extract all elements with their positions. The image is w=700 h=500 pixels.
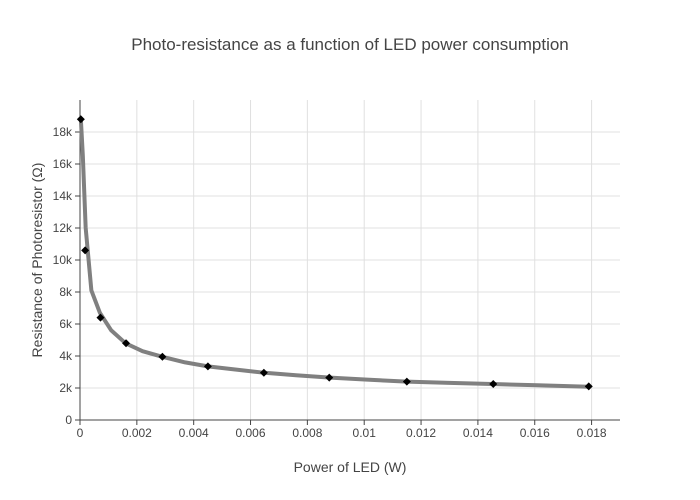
y-tick-label: 4k (59, 349, 73, 363)
x-tick-label: 0.012 (406, 426, 436, 440)
series-layer (76, 115, 593, 391)
data-point-marker (325, 373, 334, 382)
data-point-marker (203, 362, 212, 371)
data-point-marker (76, 115, 85, 124)
x-tick-label: 0.01 (353, 426, 377, 440)
x-tick-label: 0.014 (463, 426, 493, 440)
y-tick-label: 12k (53, 221, 73, 235)
data-point-marker (402, 377, 411, 386)
data-point-marker (122, 339, 131, 348)
x-tick-label: 0.004 (179, 426, 209, 440)
y-tick-label: 10k (53, 253, 73, 267)
x-tick-label: 0.002 (122, 426, 152, 440)
data-point-marker (96, 313, 105, 322)
x-tick-label: 0.018 (577, 426, 607, 440)
y-axis-title: Resistance of Photoresistor (Ω) (29, 163, 45, 358)
data-point-marker (489, 380, 498, 388)
data-point-marker (584, 382, 593, 391)
y-tick-label: 0 (65, 413, 72, 427)
chart-title: Photo-resistance as a function of LED po… (131, 35, 569, 54)
axes-layer (75, 100, 620, 425)
labels-layer: 0 0.002 0.004 0.006 0.008 0.01 0.012 0.014 0.016… (53, 125, 607, 440)
y-tick-label: 8k (59, 285, 73, 299)
data-point-marker (81, 246, 90, 255)
data-point-marker (158, 352, 167, 361)
y-tick-label: 6k (59, 317, 73, 331)
fit-curve-line (78, 117, 591, 389)
x-axis-title: Power of LED (W) (294, 459, 407, 475)
data-point-marker (259, 368, 268, 377)
y-tick-label: 2k (59, 381, 73, 395)
y-tick-label: 18k (53, 125, 73, 139)
x-tick-label: 0.016 (520, 426, 550, 440)
x-tick-label: 0.006 (236, 426, 266, 440)
y-tick-label: 14k (53, 189, 73, 203)
x-tick-label: 0.008 (292, 426, 322, 440)
x-tick-label: 0 (77, 426, 84, 440)
grid-layer (79, 100, 620, 420)
y-tick-label: 16k (53, 157, 73, 171)
